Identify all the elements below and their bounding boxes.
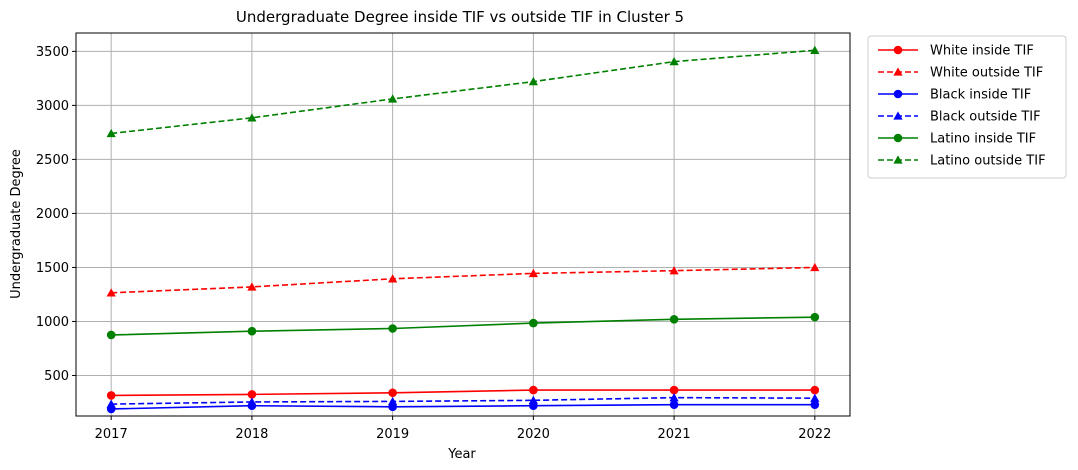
data-point-latino-inside-tif [529, 318, 538, 328]
data-point-latino-outside-tif [669, 57, 679, 66]
legend-marker [893, 155, 903, 164]
x-tick-label: 2021 [658, 427, 691, 442]
data-point-white-outside-tif [247, 282, 257, 291]
data-point-latino-outside-tif [528, 77, 538, 86]
legend-item-white-inside-tif: White inside TIF [878, 44, 1034, 59]
data-point-black-outside-tif [810, 393, 820, 402]
data-point-latino-inside-tif [388, 324, 397, 333]
data-point-white-inside-tif [106, 391, 116, 400]
data-point-latino-outside-tif [247, 113, 257, 122]
legend-marker [893, 45, 903, 55]
series-layer [106, 45, 820, 414]
chart-title: Undergraduate Degree inside TIF vs outsi… [236, 8, 684, 26]
data-point-black-outside-tif [106, 399, 116, 408]
data-point-latino-inside-tif [669, 315, 679, 324]
data-point-white-outside-tif [388, 274, 398, 283]
x-tick-label: 2017 [95, 427, 128, 442]
data-point-white-inside-tif [529, 385, 538, 395]
y-tick-label: 500 [44, 369, 69, 384]
data-point-white-inside-tif [810, 385, 820, 395]
legend-label: Latino outside TIF [930, 154, 1046, 169]
y-axis-label: Undergraduate Degree [9, 149, 24, 299]
legend-marker [893, 133, 903, 143]
data-point-black-inside-tif [669, 400, 679, 409]
data-point-latino-inside-tif [247, 326, 257, 336]
legend-marker [893, 89, 903, 99]
legend-item-black-inside-tif: Black inside TIF [878, 88, 1031, 103]
legend-label: White outside TIF [930, 66, 1043, 81]
data-point-latino-inside-tif [810, 312, 820, 322]
data-point-white-outside-tif [810, 262, 820, 272]
legend-item-black-outside-tif: Black outside TIF [878, 110, 1041, 125]
series-line-black-outside-tif [111, 396, 815, 405]
series-white-outside-tif [106, 262, 820, 297]
series-black-outside-tif [106, 393, 820, 408]
y-tick-label: 1000 [36, 315, 69, 330]
legend-item-white-outside-tif: White outside TIF [878, 66, 1043, 81]
series-white-inside-tif [106, 385, 820, 400]
x-tick-label: 2019 [376, 427, 409, 442]
x-axis: 2017 2018 2019 2020 2021 2022 [95, 416, 831, 442]
legend-label: Black outside TIF [930, 110, 1041, 125]
x-tick-label: 2018 [235, 427, 268, 442]
y-axis: 500 1000 1500 2000 2500 3000 3500 [36, 45, 76, 384]
series-line-latino-inside-tif [111, 316, 815, 336]
data-point-black-outside-tif [388, 396, 398, 406]
data-point-black-outside-tif [247, 397, 257, 406]
data-point-latino-outside-tif [106, 128, 116, 138]
data-point-white-outside-tif [528, 268, 538, 278]
data-point-white-inside-tif [388, 388, 397, 398]
y-tick-label: 3000 [36, 99, 69, 114]
x-axis-label: Year [447, 447, 476, 462]
series-line-black-inside-tif [111, 403, 815, 410]
data-point-latino-inside-tif [106, 330, 116, 340]
series-line-white-outside-tif [111, 266, 815, 294]
data-point-black-outside-tif [669, 393, 679, 402]
legend-label: White inside TIF [930, 44, 1034, 59]
grid [76, 33, 850, 416]
series-latino-outside-tif [106, 45, 820, 138]
data-point-latino-outside-tif [810, 45, 820, 54]
series-latino-inside-tif [106, 312, 820, 340]
data-point-white-outside-tif [669, 266, 679, 275]
data-point-black-inside-tif [810, 400, 820, 409]
data-point-white-inside-tif [247, 390, 257, 399]
y-tick-label: 1500 [36, 261, 69, 276]
legend-item-latino-inside-tif: Latino inside TIF [878, 132, 1036, 147]
series-line-white-inside-tif [111, 389, 815, 397]
legend-label: Latino inside TIF [930, 132, 1036, 147]
data-point-white-outside-tif [106, 288, 116, 297]
y-tick-label: 3500 [36, 45, 69, 60]
y-tick-label: 2000 [36, 207, 69, 222]
legend: White inside TIF White outside TIF Black i… [867, 35, 1067, 179]
legend-item-latino-outside-tif: Latino outside TIF [878, 154, 1046, 169]
legend-marker [893, 67, 903, 76]
plot-frame [75, 32, 851, 417]
y-tick-label: 2500 [36, 153, 69, 168]
data-point-white-inside-tif [669, 385, 679, 395]
data-point-black-outside-tif [528, 395, 538, 405]
x-tick-label: 2020 [517, 427, 550, 442]
legend-marker [893, 111, 903, 120]
series-line-latino-outside-tif [111, 49, 815, 135]
x-tick-label: 2022 [798, 427, 831, 442]
data-point-latino-outside-tif [388, 94, 398, 103]
legend-label: Black inside TIF [930, 88, 1031, 103]
